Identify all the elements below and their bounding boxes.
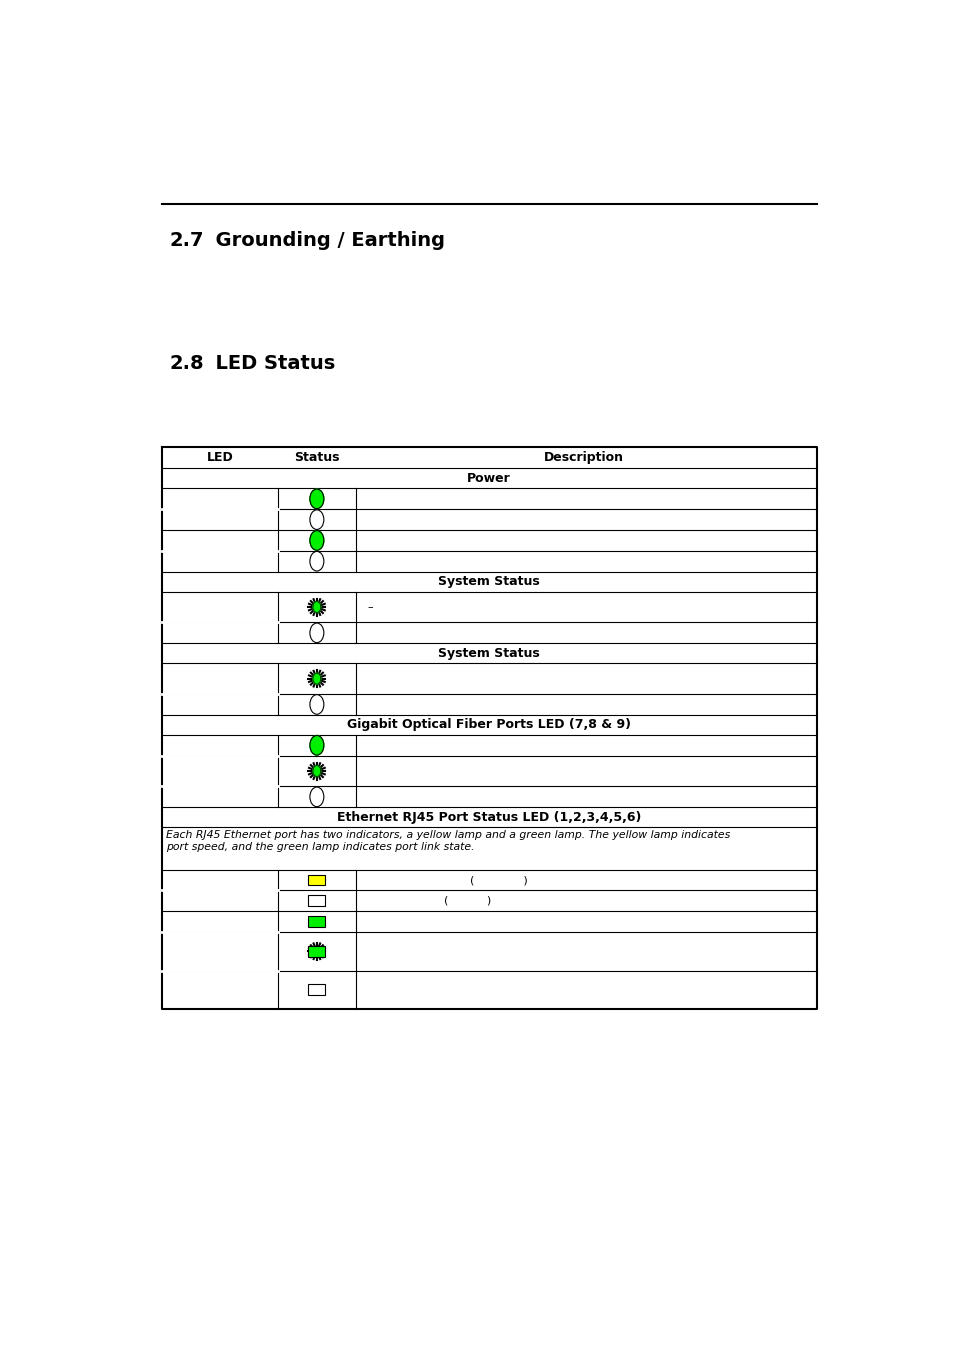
Text: Grounding / Earthing: Grounding / Earthing: [202, 231, 445, 250]
Text: (           ): ( ): [444, 896, 491, 906]
Circle shape: [313, 674, 320, 684]
Bar: [308, 895, 325, 906]
Text: (              ): ( ): [470, 875, 527, 886]
Text: –: –: [367, 602, 373, 612]
Bar: [308, 875, 325, 886]
Circle shape: [313, 602, 320, 613]
Circle shape: [310, 510, 323, 529]
Text: System Status: System Status: [437, 647, 539, 660]
Circle shape: [310, 695, 323, 714]
Text: Status: Status: [294, 451, 339, 464]
Text: Each RJ45 Ethernet port has two indicators, a yellow lamp and a green lamp. The : Each RJ45 Ethernet port has two indicato…: [166, 830, 729, 852]
Text: LED Status: LED Status: [202, 355, 335, 374]
Circle shape: [310, 489, 323, 509]
Text: 2.7: 2.7: [170, 231, 204, 250]
Circle shape: [310, 787, 323, 807]
Bar: [308, 946, 325, 957]
Circle shape: [310, 531, 323, 551]
Text: 2.8: 2.8: [170, 355, 204, 374]
Circle shape: [313, 765, 320, 776]
Text: Power: Power: [467, 472, 510, 485]
Bar: [308, 984, 325, 995]
Circle shape: [310, 624, 323, 643]
Text: System Status: System Status: [437, 575, 539, 589]
Text: Description: Description: [543, 451, 623, 464]
Circle shape: [310, 736, 323, 755]
Text: Ethernet RJ45 Port Status LED (1,2,3,4,5,6): Ethernet RJ45 Port Status LED (1,2,3,4,5…: [336, 811, 640, 824]
Circle shape: [310, 551, 323, 571]
Bar: [308, 917, 325, 927]
Text: Gigabit Optical Fiber Ports LED (7,8 & 9): Gigabit Optical Fiber Ports LED (7,8 & 9…: [347, 718, 630, 732]
Text: LED: LED: [207, 451, 233, 464]
